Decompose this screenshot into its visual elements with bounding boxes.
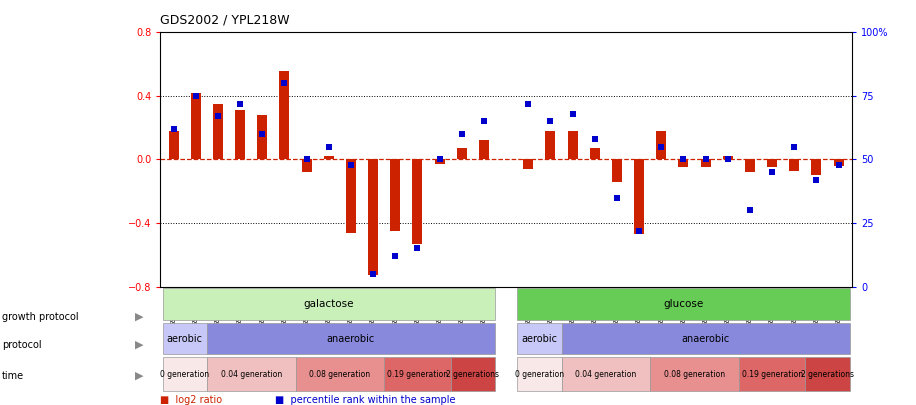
Bar: [656, 131, 666, 160]
Bar: [434, 160, 444, 164]
Bar: [745, 160, 755, 172]
Bar: [518, 357, 562, 391]
Bar: [207, 323, 495, 354]
Text: 0.04 generation: 0.04 generation: [221, 370, 282, 379]
Bar: [767, 160, 777, 167]
Text: 2 generations: 2 generations: [801, 370, 854, 379]
Bar: [235, 110, 245, 160]
Bar: [805, 357, 850, 391]
Text: ▶: ▶: [135, 340, 143, 350]
Bar: [739, 357, 805, 391]
Bar: [634, 160, 644, 234]
Bar: [568, 131, 578, 160]
Bar: [518, 323, 562, 354]
Bar: [169, 131, 179, 160]
Text: galactose: galactose: [303, 299, 354, 309]
Bar: [812, 160, 822, 175]
Bar: [162, 288, 495, 320]
Bar: [301, 160, 311, 172]
Text: protocol: protocol: [2, 340, 41, 350]
Text: aerobic: aerobic: [167, 334, 202, 343]
Bar: [562, 357, 650, 391]
Bar: [679, 160, 689, 167]
Text: 0 generation: 0 generation: [515, 370, 564, 379]
Bar: [162, 323, 207, 354]
Bar: [384, 357, 451, 391]
Bar: [790, 160, 800, 171]
Text: 0.04 generation: 0.04 generation: [575, 370, 637, 379]
Bar: [346, 160, 356, 232]
Bar: [723, 156, 733, 160]
Text: ■  percentile rank within the sample: ■ percentile rank within the sample: [275, 395, 455, 405]
Bar: [562, 323, 850, 354]
Text: anaerobic: anaerobic: [327, 334, 375, 343]
Text: 0.19 generation: 0.19 generation: [742, 370, 802, 379]
Text: GDS2002 / YPL218W: GDS2002 / YPL218W: [160, 13, 290, 26]
Bar: [257, 115, 267, 160]
Bar: [590, 148, 600, 160]
Bar: [368, 160, 378, 275]
Bar: [279, 70, 289, 160]
Bar: [323, 156, 333, 160]
Bar: [518, 288, 850, 320]
Bar: [207, 357, 296, 391]
Bar: [650, 357, 739, 391]
Bar: [701, 160, 711, 167]
Bar: [191, 93, 201, 160]
Bar: [213, 104, 223, 160]
Text: ▶: ▶: [135, 371, 143, 381]
Text: anaerobic: anaerobic: [682, 334, 730, 343]
Bar: [457, 148, 467, 160]
Text: 0.19 generation: 0.19 generation: [387, 370, 448, 379]
Text: 2 generations: 2 generations: [446, 370, 499, 379]
Bar: [451, 357, 495, 391]
Text: glucose: glucose: [663, 299, 703, 309]
Bar: [162, 357, 207, 391]
Text: ■  log2 ratio: ■ log2 ratio: [160, 395, 223, 405]
Bar: [296, 357, 384, 391]
Text: growth protocol: growth protocol: [2, 312, 79, 322]
Text: 0 generation: 0 generation: [160, 370, 209, 379]
Text: time: time: [2, 371, 24, 381]
Bar: [412, 160, 422, 244]
Text: 0.08 generation: 0.08 generation: [664, 370, 725, 379]
Bar: [545, 131, 555, 160]
Bar: [523, 160, 533, 169]
Bar: [479, 141, 489, 160]
Bar: [612, 160, 622, 182]
Bar: [390, 160, 400, 231]
Text: ▶: ▶: [135, 312, 143, 322]
Bar: [834, 160, 844, 166]
Text: aerobic: aerobic: [521, 334, 557, 343]
Text: 0.08 generation: 0.08 generation: [310, 370, 370, 379]
